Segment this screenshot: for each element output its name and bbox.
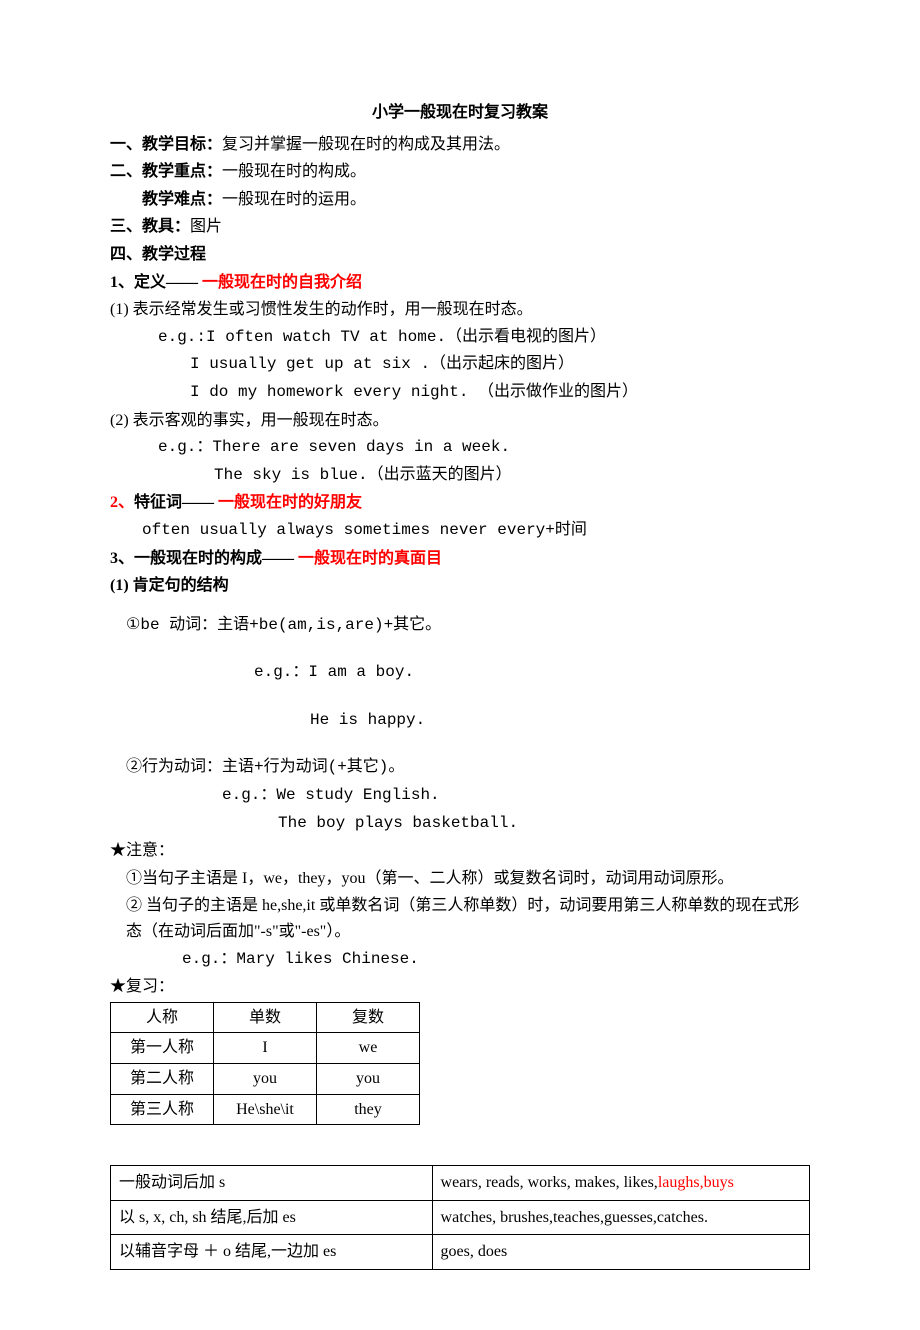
section-1: 一、教学目标：复习并掌握一般现在时的构成及其用法。 [110,132,810,158]
section-1-text: 复习并掌握一般现在时的构成及其用法。 [222,136,510,153]
section-1-label: 教学目标： [142,136,222,153]
section-2-line1: 二、教学重点：一般现在时的构成。 [110,159,810,185]
section-3-text: 图片 [190,218,222,235]
be-eg-label: e.g.： [254,663,308,681]
section-4: 四、教学过程 [110,242,810,268]
pronoun-r1c1: 第一人称 [111,1033,214,1064]
verb-r2c2: watches, brushes,teaches,guesses,catches… [432,1200,809,1235]
table-row: 第一人称 I we [111,1033,420,1064]
feature-words: often usually always sometimes never eve… [110,518,810,544]
act-eg-label: e.g.： [222,786,276,804]
verb-r1c1: 一般动词后加 s [111,1166,433,1201]
page-title: 小学一般现在时复习教案 [110,100,810,126]
verb-r3c1: 以辅音字母 ＋ o 结尾,一边加 es [111,1235,433,1270]
def-eg2b: The sky is blue.（出示蓝天的图片） [110,463,810,489]
act-rule: ②行为动词：主语+行为动词(+其它)。 [110,755,810,781]
pronoun-h3: 复数 [317,1002,420,1033]
section-2-num: 二、 [110,163,142,180]
section-2-label2: 教学难点： [142,191,222,208]
pronoun-r2c2: you [214,1064,317,1095]
document-page: 小学一般现在时复习教案 一、教学目标：复习并掌握一般现在时的构成及其用法。 二、… [0,0,920,1330]
section-2-label1: 教学重点： [142,163,222,180]
verb-r1c2: wears, reads, works, makes, likes,laughs… [432,1166,809,1201]
note-2-text: ② 当句子的主语是 he,she,it 或单数名词（第三人称单数）时，动词要用第… [126,897,799,940]
section-1-num: 一、 [110,136,142,153]
section-3-num: 三、 [110,218,142,235]
section-3-label: 教具： [142,218,190,235]
form-sub1: (1) 肯定句的结构 [110,573,810,599]
note-star: ★注意： [110,838,810,864]
verb-suffix-table: 一般动词后加 s wears, reads, works, makes, lik… [110,1165,810,1270]
table-row: 一般动词后加 s wears, reads, works, makes, lik… [111,1166,810,1201]
def-heading: 1、定义—— 一般现在时的自我介绍 [110,270,810,296]
table-row: 第二人称 you you [111,1064,420,1095]
act-eg1: We study English. [276,786,439,804]
section-2-line2: 教学难点：一般现在时的运用。 [110,187,810,213]
verb-r1c2-red: laughs,buys [658,1174,734,1191]
def-label: 定义—— [134,274,202,291]
pronoun-r1c3: we [317,1033,420,1064]
feature-label: 特征词—— [134,494,218,511]
def-eg1c: I do my homework every night. （出示做作业的图片） [110,380,810,406]
be-eg1: I am a boy. [308,663,414,681]
act-eg2: The boy plays basketball. [110,811,810,837]
feature-heading: 2、特征词—— 一般现在时的好朋友 [110,490,810,516]
def-item2: (2) 表示客观的事实，用一般现在时态。 [110,408,810,434]
section-4-num: 四、 [110,246,142,263]
pronoun-r3c3: they [317,1094,420,1125]
form-red: 一般现在时的真面目 [298,550,442,567]
def-eg1b: I usually get up at six .（出示起床的图片） [110,352,810,378]
pronoun-h2: 单数 [214,1002,317,1033]
pronoun-r3c1: 第三人称 [111,1094,214,1125]
be-eg-line1: e.g.：I am a boy. [110,660,810,686]
def-eg1a: e.g.:I often watch TV at home.（出示看电视的图片） [110,325,810,351]
pronoun-h1: 人称 [111,1002,214,1033]
be-eg2: He is happy. [110,708,810,734]
feature-num: 2、 [110,494,134,511]
form-heading: 3、一般现在时的构成—— 一般现在时的真面目 [110,546,810,572]
verb-r1c2a: wears, reads, works, makes, likes, [441,1174,658,1191]
note-eg: e.g.：Mary likes Chinese. [110,947,810,973]
note-1: ①当句子主语是 I，we，they，you（第一、二人称）或复数名词时，动词用动… [110,866,810,892]
table-row: 以 s, x, ch, sh 结尾,后加 es watches, brushes… [111,1200,810,1235]
section-2-text1: 一般现在时的构成。 [222,163,366,180]
note-2: ② 当句子的主语是 he,she,it 或单数名词（第三人称单数）时，动词要用第… [110,893,810,944]
table-row: 以辅音字母 ＋ o 结尾,一边加 es goes, does [111,1235,810,1270]
verb-r3c2: goes, does [432,1235,809,1270]
be-rule: ①be 动词：主语+be(am,is,are)+其它。 [110,613,810,639]
pronoun-r2c1: 第二人称 [111,1064,214,1095]
form-num: 3、 [110,550,134,567]
section-4-label: 教学过程 [142,246,206,263]
verb-r2c1: 以 s, x, ch, sh 结尾,后加 es [111,1200,433,1235]
act-eg-line1: e.g.：We study English. [110,783,810,809]
review-star: ★复习： [110,974,810,1000]
def-item1: (1) 表示经常发生或习惯性发生的动作时，用一般现在时态。 [110,297,810,323]
pronoun-table: 人称 单数 复数 第一人称 I we 第二人称 you you 第三人称 He\… [110,1002,420,1125]
def-red: 一般现在时的自我介绍 [202,274,362,291]
section-2-text2: 一般现在时的运用。 [222,191,366,208]
form-label: 一般现在时的构成—— [134,550,298,567]
feature-red: 一般现在时的好朋友 [218,494,362,511]
pronoun-r2c3: you [317,1064,420,1095]
pronoun-r1c2: I [214,1033,317,1064]
def-eg2a: e.g.：There are seven days in a week. [110,435,810,461]
table-row: 第三人称 He\she\it they [111,1094,420,1125]
pronoun-r3c2: He\she\it [214,1094,317,1125]
def-num: 1、 [110,274,134,291]
table-row: 人称 单数 复数 [111,1002,420,1033]
section-3: 三、教具：图片 [110,214,810,240]
